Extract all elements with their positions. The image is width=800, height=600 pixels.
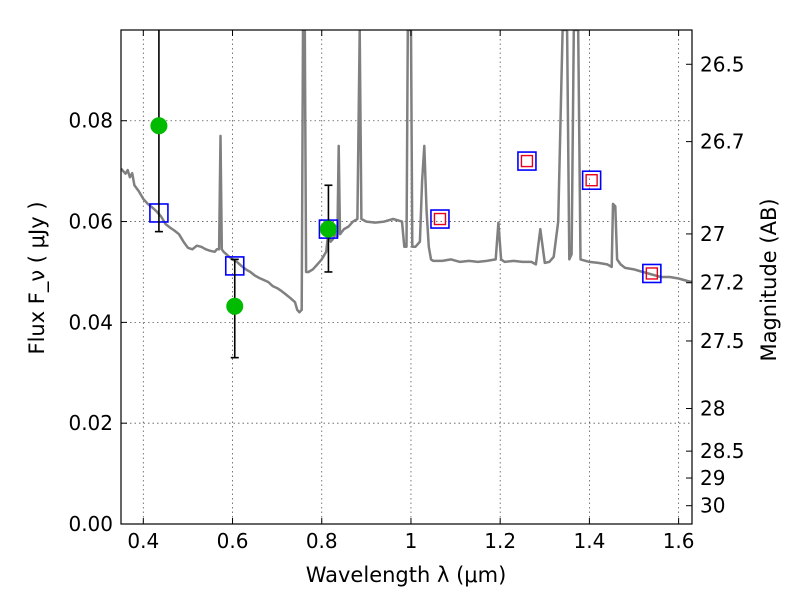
detection-point — [319, 220, 337, 238]
observed-flux-marker — [585, 174, 598, 187]
observed-flux-marker — [645, 267, 659, 280]
plot-area — [121, 30, 692, 359]
detection-point — [150, 117, 168, 135]
y-tick-label: 0.08 — [68, 109, 113, 133]
x-axis-title: Wavelength λ (μm) — [306, 563, 507, 587]
x-tick-label: 1.6 — [663, 529, 695, 553]
magnitude-tick-label: 29 — [700, 466, 725, 490]
y-tick-label: 0.06 — [68, 210, 113, 234]
magnitude-tick-label: 27.5 — [700, 329, 745, 353]
magnitude-tick-label: 30 — [700, 494, 725, 518]
magnitude-axis-ticks: 26.5 26.7 27 27.2 27.5 28 28.5 29 30 — [686, 52, 745, 518]
model-photometry-box — [642, 263, 662, 284]
y-axis-ticks: 0.00 0.02 0.04 0.06 0.08 — [68, 109, 127, 536]
x-tick-label: 1 — [405, 529, 418, 553]
model-photometry-box — [517, 151, 537, 171]
x-tick-label: 1.4 — [573, 529, 605, 553]
model-photometry-box — [581, 170, 602, 191]
detection-point — [226, 297, 244, 315]
magnitude-tick-label: 26.7 — [700, 130, 745, 154]
observed-flux-marker — [433, 212, 447, 226]
model-photometry-box — [430, 209, 450, 229]
magnitude-tick-label: 26.5 — [700, 52, 745, 76]
magnitude-axis-title: Magnitude (AB) — [757, 198, 781, 361]
magnitude-tick-label: 28 — [700, 397, 725, 421]
observed-flux-marker — [520, 154, 534, 168]
x-tick-label: 1.2 — [484, 529, 516, 553]
x-tick-label: 0.8 — [306, 529, 338, 553]
x-axis-ticks: 0.4 0.6 0.8 1 1.2 1.4 1.6 — [127, 30, 695, 553]
plot-frame — [120, 29, 693, 525]
x-tick-label: 0.6 — [217, 529, 249, 553]
y-tick-label: 0.00 — [68, 512, 113, 536]
magnitude-tick-label: 27 — [700, 222, 725, 246]
y-tick-label: 0.02 — [68, 411, 113, 435]
magnitude-tick-label: 28.5 — [700, 439, 745, 463]
y-axis-title: Flux F_ν ( μJy ) — [25, 201, 50, 354]
magnitude-tick-label: 27.2 — [700, 271, 745, 295]
x-tick-label: 0.4 — [127, 529, 159, 553]
template-spectrum-line — [121, 30, 692, 314]
y-tick-label: 0.04 — [68, 310, 113, 334]
